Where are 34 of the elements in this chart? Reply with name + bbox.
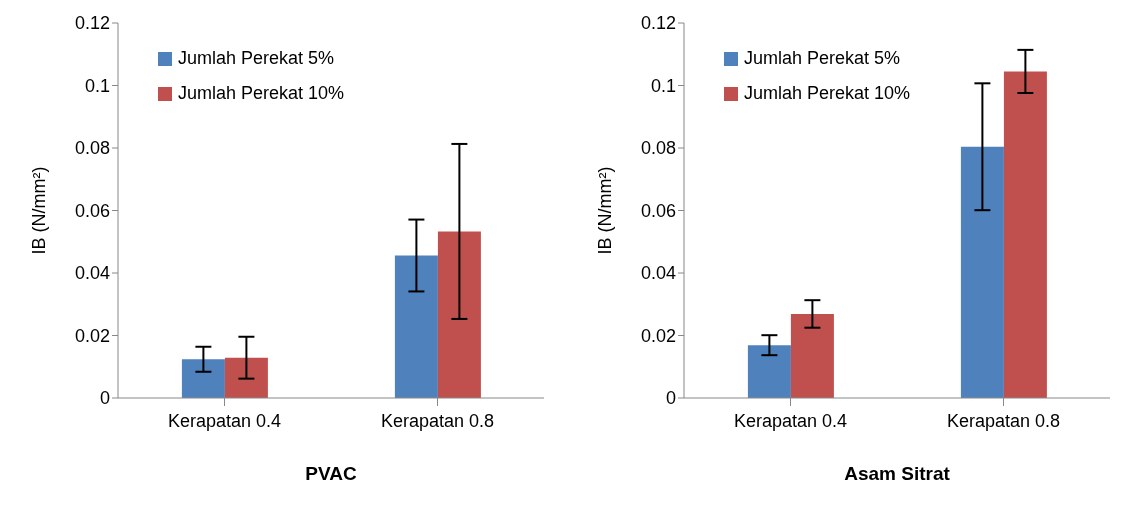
bar [1003, 71, 1047, 398]
y-tick-label: 0.02 [74, 325, 110, 346]
bar [394, 255, 438, 398]
bar [747, 345, 791, 398]
y-tick-label: 0.06 [640, 200, 676, 221]
legend-label: Jumlah Perekat 5% [744, 48, 901, 69]
y-tick-label: 0.08 [640, 138, 676, 159]
bar [437, 231, 481, 398]
bar [960, 146, 1004, 398]
legend-label: Jumlah Perekat 10% [744, 83, 911, 104]
legend-label: Jumlah Perekat 5% [178, 48, 335, 69]
y-tick-label: 0.1 [84, 75, 110, 96]
y-axis-title: IB (N/mm²) [29, 166, 49, 255]
x-tick-label: Kerapatan 0.4 [167, 410, 282, 431]
y-tick-label: 0.02 [640, 325, 676, 346]
x-tick-label: Kerapatan 0.8 [946, 410, 1061, 431]
y-tick-label: 0.12 [640, 13, 676, 34]
y-tick-label: 0.04 [74, 263, 110, 284]
legend-label: Jumlah Perekat 10% [178, 83, 345, 104]
y-tick-label: 0.1 [650, 75, 676, 96]
x-axis-title: Asam Sitrat [844, 463, 951, 484]
bar [181, 359, 225, 398]
y-tick-label: 0.08 [74, 138, 110, 159]
y-axis-title: IB (N/mm²) [595, 166, 615, 255]
y-tick-label: 0 [665, 388, 676, 409]
y-tick-label: 0.12 [74, 13, 110, 34]
bar [790, 313, 834, 398]
bar [224, 357, 268, 398]
x-tick-label: Kerapatan 0.8 [380, 410, 495, 431]
x-tick-label: Kerapatan 0.4 [733, 410, 848, 431]
y-tick-label: 0 [99, 388, 110, 409]
y-tick-label: 0.06 [74, 200, 110, 221]
y-tick-label: 0.04 [640, 263, 676, 284]
x-axis-title: PVAC [305, 463, 357, 484]
